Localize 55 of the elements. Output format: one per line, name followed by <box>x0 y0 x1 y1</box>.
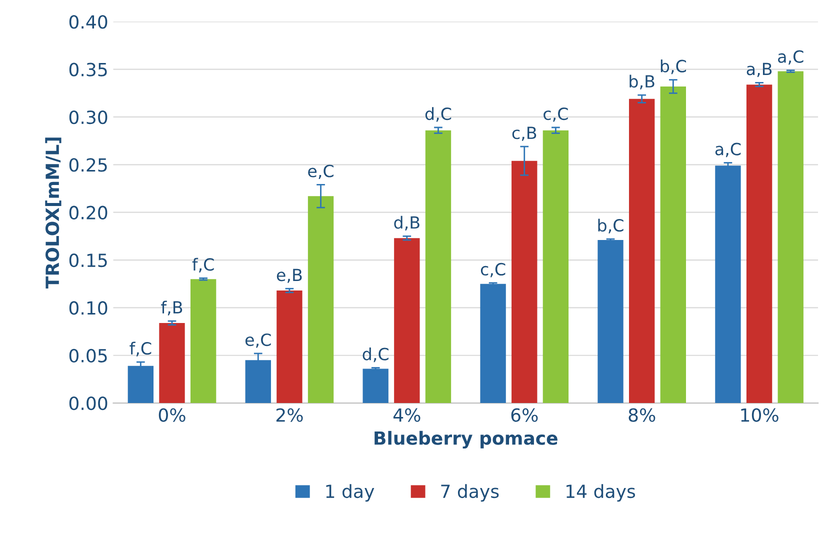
data-label: f,B <box>161 300 182 316</box>
y-tick-label: 0.10 <box>69 301 108 315</box>
bar <box>512 160 538 404</box>
data-label: d,B <box>394 216 420 230</box>
legend-label: 7 days <box>441 484 499 502</box>
bar <box>362 368 388 404</box>
y-tick-label: 0.05 <box>69 348 107 362</box>
x-tick-label: 8% <box>628 408 656 422</box>
data-label: a,C <box>778 50 804 65</box>
bar <box>542 130 569 404</box>
bar <box>480 284 506 404</box>
data-label: a,C <box>715 142 741 158</box>
bar <box>128 366 154 404</box>
bar <box>746 84 772 404</box>
data-label: e,B <box>276 268 302 283</box>
bar <box>628 98 655 404</box>
y-tick-label: 0.15 <box>69 253 107 268</box>
bar <box>308 196 334 404</box>
data-label: b,C <box>660 60 686 74</box>
bar <box>425 130 452 404</box>
data-label: d,C <box>362 347 388 362</box>
data-label: e,C <box>245 333 271 348</box>
data-label: c,C <box>544 107 568 122</box>
data-label: f,C <box>130 342 152 356</box>
y-tick-label: 0.25 <box>69 158 107 172</box>
bar <box>778 71 804 404</box>
data-label: b,C <box>598 218 624 234</box>
bar <box>660 86 686 404</box>
bar <box>598 240 624 404</box>
data-label: e,C <box>308 164 334 179</box>
x-tick-label: 10% <box>741 408 778 422</box>
bar <box>190 279 216 404</box>
y-axis-title: TROLOX[mM/L] <box>45 138 62 288</box>
x-tick-label: 4% <box>393 408 420 422</box>
x-tick-label: 0% <box>158 408 186 422</box>
x-axis-title: Blueberry pomace <box>374 430 558 449</box>
bar <box>159 322 185 404</box>
y-tick-label: 0.30 <box>69 110 108 124</box>
data-label: c,C <box>480 262 506 278</box>
data-label: f,C <box>192 258 214 272</box>
data-label: b,B <box>630 74 654 90</box>
bar <box>394 238 420 404</box>
x-tick-label: 6% <box>511 408 538 422</box>
y-tick-label: 0.00 <box>69 396 108 410</box>
data-label: a,B <box>746 62 772 77</box>
x-tick-label: 2% <box>276 408 303 422</box>
bar <box>715 166 741 404</box>
y-tick-label: 0.40 <box>69 15 108 29</box>
legend-label: 14 days <box>566 484 636 502</box>
legend-label: 1 day <box>326 484 374 502</box>
bar <box>276 290 302 404</box>
y-tick-label: 0.20 <box>69 206 108 220</box>
data-label: d,C <box>425 107 452 122</box>
data-label: c,B <box>512 126 536 141</box>
y-tick-label: 0.35 <box>69 62 107 76</box>
